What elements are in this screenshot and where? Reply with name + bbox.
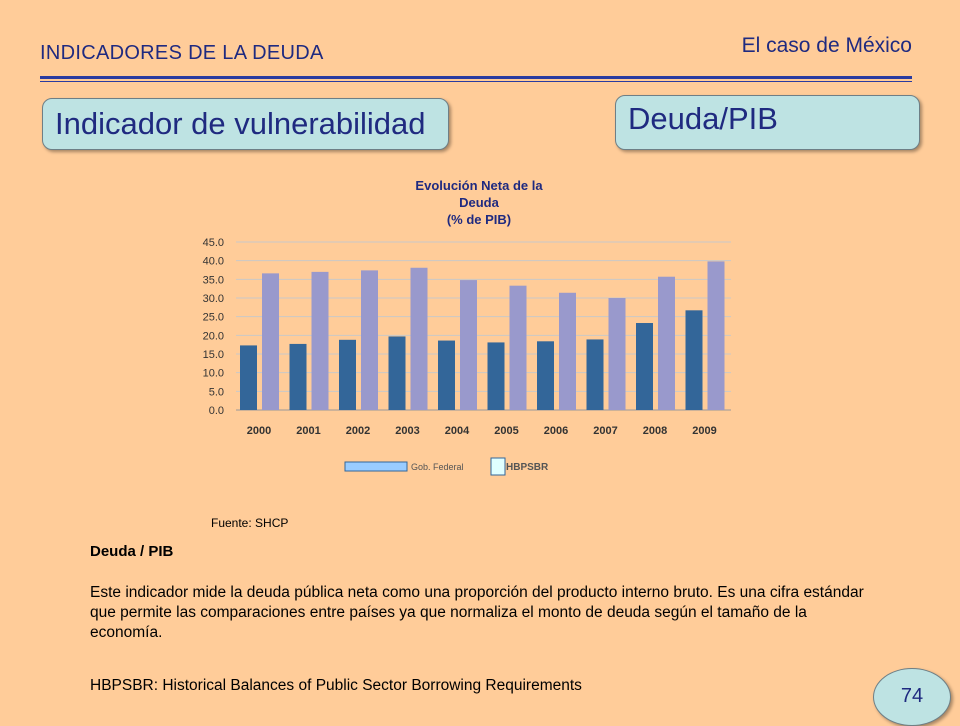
y-tick-label: 35.0 (203, 274, 224, 286)
header-rule (40, 76, 912, 79)
bar-hbpsbr (707, 261, 725, 410)
bar-gob-federal (636, 323, 653, 410)
page-number-badge: 74 (873, 668, 951, 726)
x-tick-label: 2006 (544, 425, 568, 437)
x-tick-label: 2005 (494, 425, 518, 437)
bar-gob-federal (339, 339, 356, 410)
legend-swatch-gob-federal (344, 461, 408, 472)
bar-hbpsbr (608, 298, 626, 410)
chart-title-line: Deuda (459, 195, 500, 210)
y-tick-label: 10.0 (203, 368, 224, 380)
bar-hbpsbr (311, 271, 329, 410)
y-tick-label: 20.0 (203, 330, 224, 342)
y-tick-label: 30.0 (203, 293, 224, 305)
case-label: El caso de México (741, 34, 912, 57)
chart-title-line: (% de PIB) (447, 212, 511, 227)
chart-title-line: Evolución Neta de la (415, 178, 543, 193)
x-tick-label: 2009 (692, 425, 716, 437)
legend-label-gob-federal: Gob. Federal (411, 462, 464, 472)
y-tick-label: 0.0 (209, 405, 224, 417)
bar-gob-federal (388, 336, 406, 410)
x-tick-label: 2001 (296, 425, 320, 437)
bar-gob-federal (240, 345, 257, 410)
acronym-note: HBPSBR: Historical Balances of Public Se… (90, 677, 582, 694)
x-tick-label: 2007 (593, 425, 617, 437)
indicator-title-box: Indicador de vulnerabilidad (42, 98, 449, 150)
bar-gob-federal (438, 340, 455, 410)
bar-hbpsbr (460, 280, 477, 410)
x-tick-label: 2004 (445, 425, 470, 437)
y-tick-label: 40.0 (203, 256, 224, 268)
x-tick-label: 2003 (395, 425, 419, 437)
bar-hbpsbr (262, 273, 279, 410)
bar-gob-federal (289, 343, 307, 410)
section-title: INDICADORES DE LA DEUDA (40, 42, 324, 64)
bar-gob-federal (586, 339, 604, 410)
bar-hbpsbr (410, 267, 428, 410)
x-tick-label: 2002 (346, 425, 370, 437)
ratio-title-box: Deuda/PIB (615, 95, 920, 150)
source-note: Fuente: SHCP (211, 516, 289, 530)
y-tick-label: 5.0 (209, 386, 224, 398)
y-tick-label: 25.0 (203, 312, 224, 324)
legend-swatch-hbpsbr (490, 457, 506, 476)
header-rule-thin (40, 81, 912, 82)
y-tick-label: 15.0 (203, 349, 224, 361)
debt-chart: Evolución Neta de la Deuda (% de PIB) 45.0 4… (203, 178, 731, 476)
bar-gob-federal (537, 341, 554, 410)
legend-label-hbpsbr: HBPSBR (506, 462, 549, 473)
bar-hbpsbr (658, 276, 675, 410)
bar-gob-federal (487, 342, 505, 410)
x-tick-label: 2000 (247, 425, 271, 437)
bar-hbpsbr (509, 285, 527, 410)
x-tick-label: 2008 (643, 425, 667, 437)
description-body: Este indicador mide la deuda pública net… (90, 584, 864, 641)
bar-hbpsbr (559, 292, 576, 410)
bar-gob-federal (685, 310, 703, 410)
bar-hbpsbr (361, 270, 378, 410)
description-title: Deuda / PIB (90, 543, 174, 560)
y-tick-label: 45.0 (203, 237, 224, 249)
